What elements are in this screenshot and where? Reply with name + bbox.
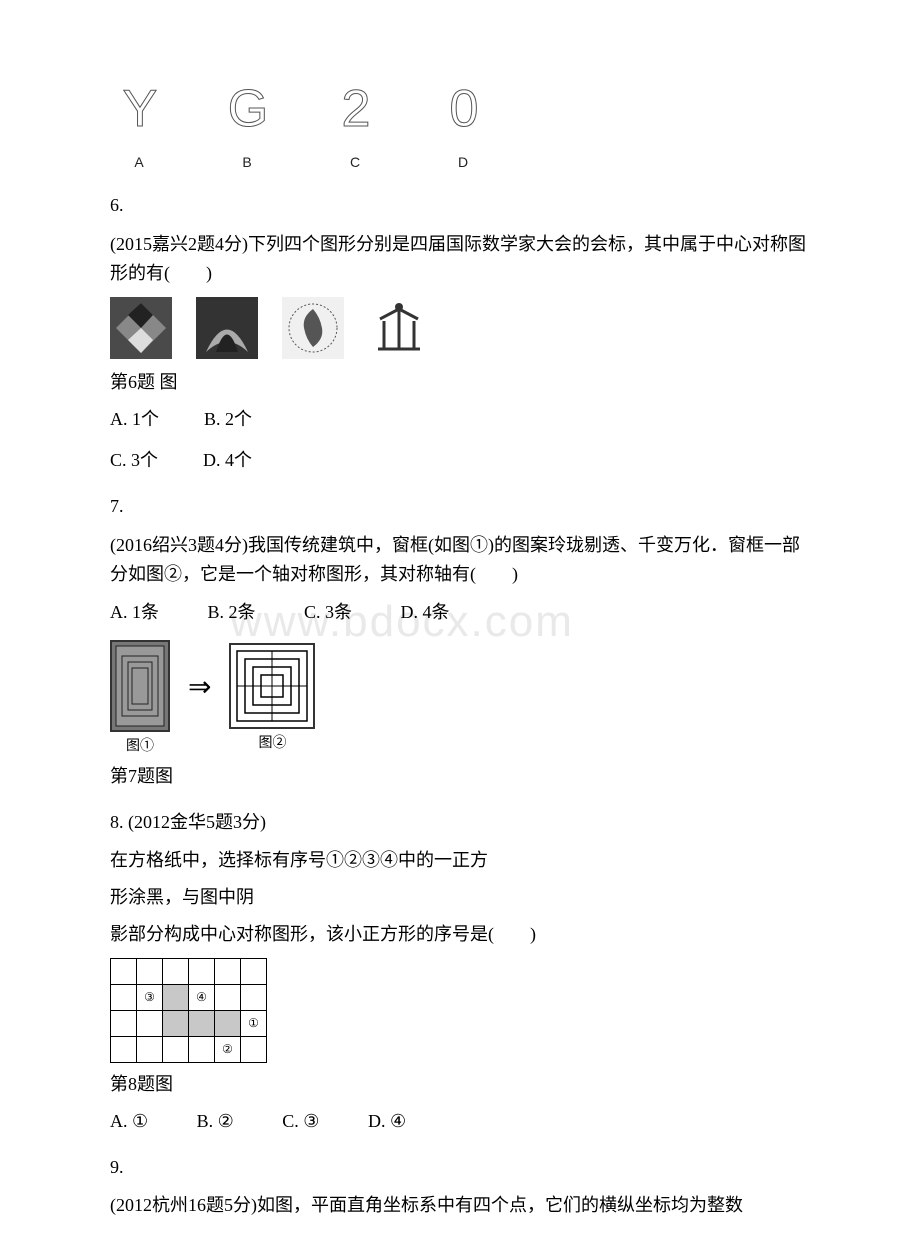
grid-cell-3: ③ bbox=[137, 984, 163, 1010]
figure-1: 图① bbox=[110, 640, 170, 757]
letter-glyph: G bbox=[228, 70, 266, 148]
logo-icon-2 bbox=[196, 297, 258, 359]
grid-cell bbox=[215, 958, 241, 984]
grid-table: ③ ④ ① ② bbox=[110, 958, 267, 1063]
grid-cell-4: ④ bbox=[189, 984, 215, 1010]
question-line2: 形涂黑，与图中阴 bbox=[110, 884, 810, 911]
grid-cell bbox=[137, 1036, 163, 1062]
option-a: A. 1条 bbox=[110, 599, 159, 626]
q7-figures: 图① ⇒ 图② bbox=[110, 640, 810, 757]
option-a: A. ① bbox=[110, 1108, 148, 1135]
figure-label: 图① bbox=[126, 736, 154, 757]
figure-label: 图② bbox=[258, 733, 286, 754]
logo-icon-3 bbox=[282, 297, 344, 359]
q6-logos bbox=[110, 297, 810, 359]
letter-label: C bbox=[350, 152, 360, 173]
grid-cell-shaded bbox=[163, 984, 189, 1010]
option-a: A. 1个 bbox=[110, 409, 159, 429]
arrow-icon: ⇒ bbox=[188, 667, 211, 709]
grid-cell bbox=[241, 958, 267, 984]
letter-option-a: Y A bbox=[114, 70, 164, 173]
q6-options-line1: A. 1个 B. 2个 bbox=[110, 406, 810, 433]
q8-options: A. ① B. ② C. ③ D. ④ bbox=[110, 1108, 810, 1135]
letter-label: A bbox=[134, 152, 143, 173]
question-line1: 在方格纸中，选择标有序号①②③④中的一正方 bbox=[110, 847, 810, 874]
watermark-region: www.bdocx.com A. 1条 B. 2条 C. 3条 D. 4条 图① bbox=[110, 599, 810, 757]
question-number: 9. bbox=[110, 1153, 810, 1182]
question-header: 8. (2012金华5题3分) bbox=[110, 808, 810, 837]
letter-option-d: 0 D bbox=[438, 70, 488, 173]
q8-grid: ③ ④ ① ② bbox=[110, 958, 810, 1063]
letter-option-b: G B bbox=[222, 70, 272, 173]
option-c: C. ③ bbox=[282, 1108, 319, 1135]
option-b: B. 2条 bbox=[208, 599, 256, 626]
grid-cell-shaded bbox=[189, 1010, 215, 1036]
question-7: 7. (2016绍兴3题4分)我国传统建筑中，窗框(如图①)的图案玲珑剔透、千变… bbox=[110, 492, 810, 789]
option-b: B. ② bbox=[197, 1108, 234, 1135]
option-b: B. 2个 bbox=[204, 409, 252, 429]
grid-cell bbox=[111, 1010, 137, 1036]
grid-cell bbox=[163, 1036, 189, 1062]
question-9: 9. (2012杭州16题5分)如图，平面直角坐标系中有四个点，它们的横纵坐标均… bbox=[110, 1153, 810, 1221]
grid-cell bbox=[111, 1036, 137, 1062]
grid-cell bbox=[111, 984, 137, 1010]
window-pattern-icon bbox=[229, 643, 315, 729]
question-text: (2016绍兴3题4分)我国传统建筑中，窗框(如图①)的图案玲珑剔透、千变万化．… bbox=[110, 531, 810, 589]
option-c: C. 3条 bbox=[304, 599, 352, 626]
option-c: C. 3个 bbox=[110, 450, 158, 470]
letter-label: B bbox=[242, 152, 251, 173]
grid-cell bbox=[189, 958, 215, 984]
question-number: 6. bbox=[110, 191, 810, 220]
option-d: D. ④ bbox=[368, 1108, 406, 1135]
letter-options-row: Y A G B 2 C 0 D bbox=[114, 70, 810, 173]
letter-glyph: 2 bbox=[342, 70, 369, 148]
question-line3: 影部分构成中心对称图形，该小正方形的序号是( ) bbox=[110, 921, 810, 948]
option-d: D. 4个 bbox=[203, 450, 252, 470]
grid-cell bbox=[137, 958, 163, 984]
question-6: 6. (2015嘉兴2题4分)下列四个图形分别是四届国际数学家大会的会标，其中属… bbox=[110, 191, 810, 474]
grid-cell-shaded bbox=[163, 1010, 189, 1036]
logo-icon-1 bbox=[110, 297, 172, 359]
letter-glyph: 0 bbox=[450, 70, 477, 148]
q7-caption: 第7题图 bbox=[110, 763, 810, 790]
window-frame-icon bbox=[110, 640, 170, 732]
q6-options-line2: C. 3个 D. 4个 bbox=[110, 447, 810, 474]
q8-caption: 第8题图 bbox=[110, 1071, 810, 1098]
grid-cell-1: ① bbox=[241, 1010, 267, 1036]
grid-cell-2: ② bbox=[215, 1036, 241, 1062]
figure-2: 图② bbox=[229, 643, 315, 754]
question-text: (2012杭州16题5分)如图，平面直角坐标系中有四个点，它们的横纵坐标均为整数 bbox=[110, 1191, 810, 1220]
grid-cell bbox=[215, 984, 241, 1010]
logo-icon-4 bbox=[368, 297, 430, 359]
grid-cell bbox=[241, 1036, 267, 1062]
q6-caption: 第6题 图 bbox=[110, 369, 810, 396]
question-8: 8. (2012金华5题3分) 在方格纸中，选择标有序号①②③④中的一正方 形涂… bbox=[110, 808, 810, 1135]
question-text: (2015嘉兴2题4分)下列四个图形分别是四届国际数学家大会的会标，其中属于中心… bbox=[110, 230, 810, 288]
q7-options: A. 1条 B. 2条 C. 3条 D. 4条 bbox=[110, 599, 810, 626]
grid-cell bbox=[111, 958, 137, 984]
grid-cell bbox=[137, 1010, 163, 1036]
letter-label: D bbox=[458, 152, 468, 173]
question-number: 7. bbox=[110, 492, 810, 521]
grid-cell bbox=[241, 984, 267, 1010]
letter-option-c: 2 C bbox=[330, 70, 380, 173]
grid-cell bbox=[189, 1036, 215, 1062]
option-d: D. 4条 bbox=[401, 599, 450, 626]
grid-cell bbox=[163, 958, 189, 984]
letter-glyph: Y bbox=[123, 70, 156, 148]
grid-cell-shaded bbox=[215, 1010, 241, 1036]
